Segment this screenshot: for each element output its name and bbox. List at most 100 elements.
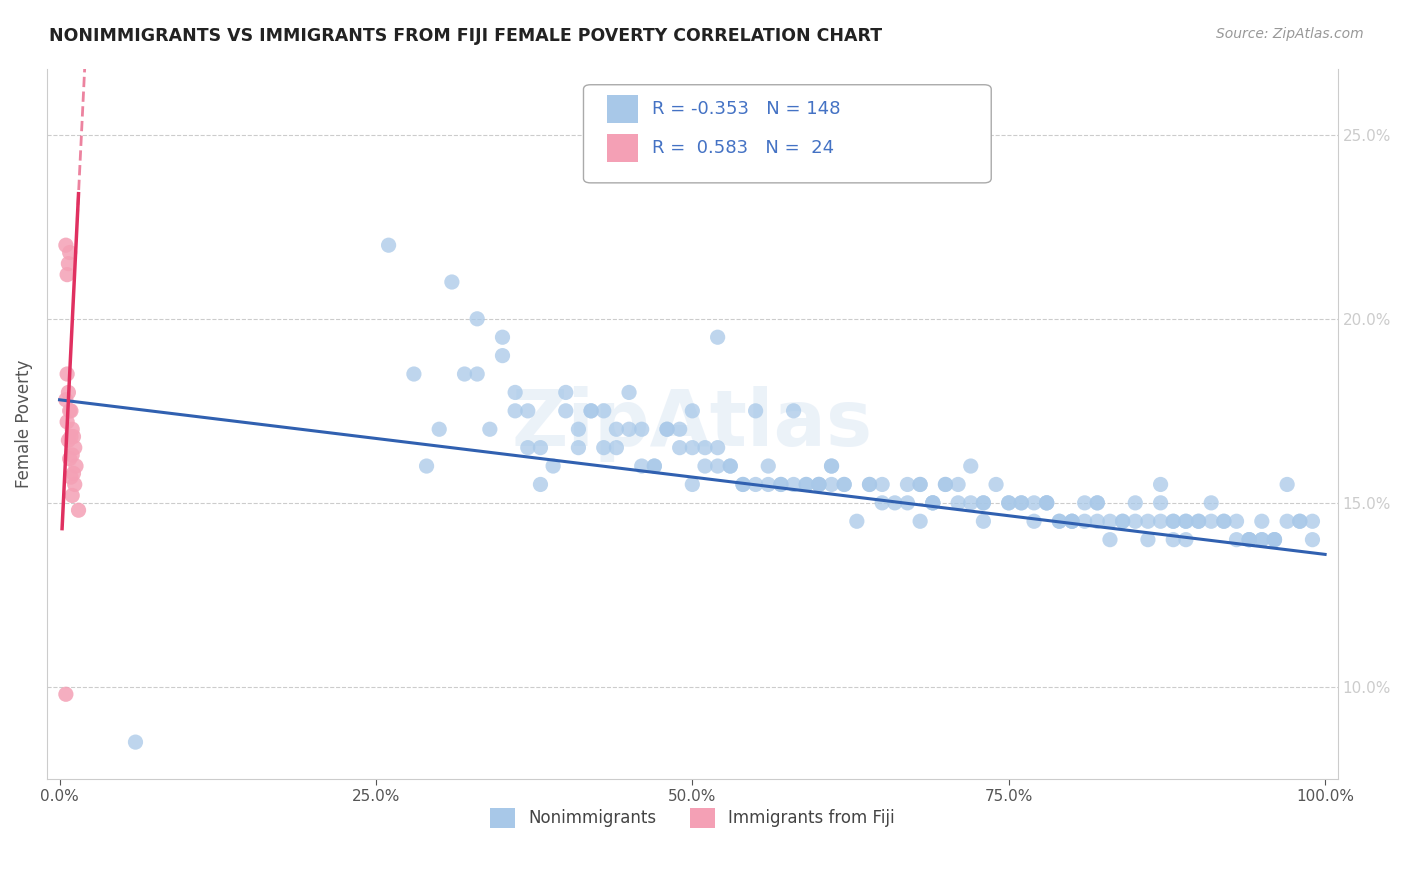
Point xyxy=(1098,514,1121,528)
Point xyxy=(605,422,627,436)
Point xyxy=(56,415,79,429)
Point xyxy=(554,385,576,400)
Point xyxy=(63,477,86,491)
Point xyxy=(427,422,450,436)
Point xyxy=(1060,514,1083,528)
Point xyxy=(56,268,79,282)
Point xyxy=(60,448,83,462)
Point xyxy=(579,404,602,418)
Point xyxy=(1237,533,1260,547)
Point xyxy=(1199,496,1222,510)
Point xyxy=(706,441,728,455)
Point xyxy=(1250,514,1272,528)
Point xyxy=(921,496,943,510)
Point xyxy=(706,458,728,473)
Point xyxy=(377,238,399,252)
Point xyxy=(55,687,77,701)
Point xyxy=(1161,533,1184,547)
Point xyxy=(1022,514,1045,528)
Point xyxy=(681,441,703,455)
Point xyxy=(1288,514,1310,528)
Point xyxy=(997,496,1019,510)
Point xyxy=(896,477,918,491)
Text: R =  0.583   N =  24: R = 0.583 N = 24 xyxy=(652,139,835,157)
Point xyxy=(67,503,90,517)
Point xyxy=(972,496,994,510)
Point xyxy=(1098,533,1121,547)
Point xyxy=(984,477,1007,491)
Point xyxy=(681,477,703,491)
Point xyxy=(1161,514,1184,528)
Point xyxy=(921,496,943,510)
Point xyxy=(1047,514,1070,528)
Point xyxy=(934,477,956,491)
Point xyxy=(1161,514,1184,528)
Point xyxy=(1085,496,1108,510)
Point xyxy=(491,330,513,344)
Point xyxy=(516,404,538,418)
Point xyxy=(465,367,488,381)
Point xyxy=(807,477,830,491)
Point xyxy=(1136,533,1159,547)
Point xyxy=(718,458,741,473)
Point xyxy=(56,367,79,381)
Point xyxy=(630,422,652,436)
Point xyxy=(1149,496,1171,510)
Point xyxy=(55,392,77,407)
Point xyxy=(617,422,640,436)
Point xyxy=(643,458,665,473)
Point xyxy=(59,404,82,418)
Point xyxy=(643,458,665,473)
Point xyxy=(55,238,77,252)
Point xyxy=(1010,496,1032,510)
Point xyxy=(959,458,981,473)
Point xyxy=(1111,514,1133,528)
Point xyxy=(794,477,817,491)
Point xyxy=(769,477,792,491)
Point xyxy=(1136,514,1159,528)
Point xyxy=(820,458,842,473)
Point xyxy=(972,496,994,510)
Point xyxy=(934,477,956,491)
Text: R = -0.353   N = 148: R = -0.353 N = 148 xyxy=(652,100,841,118)
Point xyxy=(693,458,716,473)
Point xyxy=(782,477,804,491)
Point xyxy=(1149,514,1171,528)
Point xyxy=(59,404,82,418)
Point xyxy=(1275,477,1298,491)
Point xyxy=(706,330,728,344)
Point xyxy=(1174,533,1197,547)
Point xyxy=(1073,514,1095,528)
Point xyxy=(58,385,80,400)
Text: Source: ZipAtlas.com: Source: ZipAtlas.com xyxy=(1216,27,1364,41)
Point xyxy=(693,441,716,455)
Point xyxy=(1174,514,1197,528)
Point xyxy=(1225,533,1247,547)
Point xyxy=(1035,496,1057,510)
Point xyxy=(124,735,146,749)
Point xyxy=(1123,496,1146,510)
Point xyxy=(744,477,766,491)
Point xyxy=(718,458,741,473)
Point xyxy=(1263,533,1285,547)
Point xyxy=(921,496,943,510)
Point xyxy=(1085,514,1108,528)
Point xyxy=(65,458,87,473)
Point xyxy=(1199,514,1222,528)
Point xyxy=(592,404,614,418)
Point xyxy=(655,422,678,436)
Point xyxy=(1288,514,1310,528)
Point xyxy=(541,458,564,473)
Point xyxy=(896,496,918,510)
Point xyxy=(972,514,994,528)
Point xyxy=(1187,514,1209,528)
Point xyxy=(491,349,513,363)
Text: ZipAtlas: ZipAtlas xyxy=(512,385,873,462)
Point xyxy=(516,441,538,455)
Point xyxy=(1212,514,1234,528)
Point xyxy=(1212,514,1234,528)
Y-axis label: Female Poverty: Female Poverty xyxy=(15,359,32,488)
Point xyxy=(1301,514,1323,528)
Point xyxy=(908,514,931,528)
Point xyxy=(908,477,931,491)
